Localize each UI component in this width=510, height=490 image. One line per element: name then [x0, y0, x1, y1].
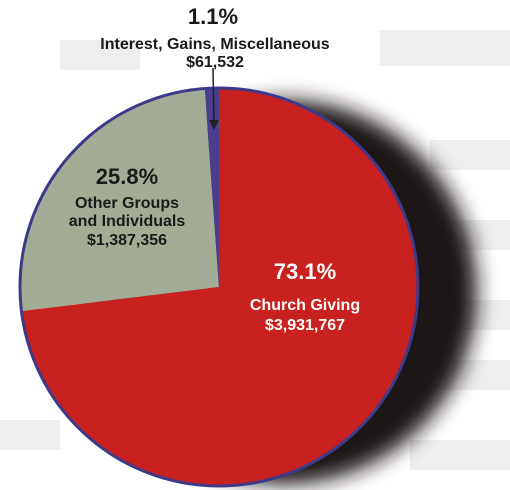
slice-name: and Individuals [69, 213, 186, 230]
pie-outline [18, 86, 420, 488]
slice-amount: $3,931,767 [265, 317, 345, 334]
background-text-block [0, 420, 60, 450]
slice-name: Church Giving [250, 297, 360, 314]
pie-slice-2 [204, 87, 219, 287]
pointer-arrowhead [209, 120, 219, 130]
pie-slices [20, 87, 419, 486]
small-slice-pointer-line [212, 67, 215, 127]
slice-label-church-giving: 73.1% Church Giving $3,931,767 [250, 259, 360, 334]
background-text-block [430, 140, 510, 170]
background-text-block [410, 440, 510, 470]
pie-slice-1 [20, 88, 219, 312]
slice-label-other-groups: 25.8% Other Groups and Individuals $1,38… [69, 164, 186, 249]
pie-slice-0 [21, 87, 419, 486]
slice-name: Other Groups [75, 195, 179, 212]
slice-name: Interest, Gains, Miscellaneous [100, 36, 330, 53]
slice-percent: 25.8% [96, 164, 158, 189]
slice-label-interest: 1.1% Interest, Gains, Miscellaneous $61,… [100, 4, 330, 71]
background-text-block [380, 30, 510, 66]
slice-percent: 73.1% [274, 259, 336, 284]
slice-percent: 1.1% [188, 4, 238, 29]
slice-amount: $1,387,356 [87, 232, 167, 249]
background-text-block [60, 40, 140, 70]
slice-amount: $61,532 [186, 54, 244, 71]
